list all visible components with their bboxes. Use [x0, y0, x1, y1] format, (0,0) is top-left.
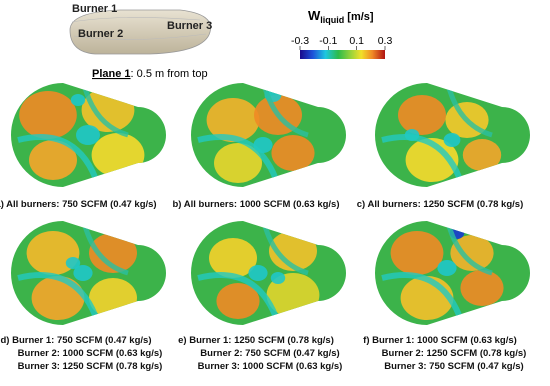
panel: d) Burner 1: 750 SCFM (0.47 kg/s) Burner … — [1, 221, 166, 372]
contour-blob — [214, 143, 262, 183]
panel-caption: Burner 2: 750 SCFM (0.47 kg/s) — [200, 348, 339, 359]
contour-blob — [462, 139, 502, 171]
panels: a) All burners: 750 SCFM (0.47 kg/s) b) A… — [0, 83, 530, 372]
colorbar-subscript: liquid — [320, 15, 344, 25]
contour-field — [17, 221, 137, 324]
colorbar-title: Wliquid [m/s] — [308, 8, 374, 25]
panel: c) All burners: 1250 SCFM (0.78 kg/s) — [357, 83, 530, 210]
panel: b) All burners: 1000 SCFM (0.63 kg/s) — [173, 83, 346, 210]
contour-ridge — [17, 134, 101, 186]
colorbar-tick-label: -0.1 — [319, 35, 337, 47]
contour-field — [381, 221, 504, 324]
plane-label: Plane 1: 0.5 m from top — [92, 68, 208, 80]
panel-caption: Burner 2: 1000 SCFM (0.63 kg/s) — [18, 348, 163, 359]
colorbar-tick-label: 0.1 — [349, 35, 364, 47]
panel-caption: c) All burners: 1250 SCFM (0.78 kg/s) — [357, 199, 523, 210]
panel: e) Burner 1: 1250 SCFM (0.78 kg/s) Burner… — [178, 221, 346, 372]
contour-blob — [271, 135, 315, 171]
colorbar-tick-label: -0.3 — [291, 35, 309, 47]
tank-line — [73, 33, 207, 40]
panel-caption: e) Burner 1: 1250 SCFM (0.78 kg/s) — [178, 335, 334, 346]
panel-caption: d) Burner 1: 750 SCFM (0.47 kg/s) — [1, 335, 152, 346]
panel: f) Burner 1: 1000 SCFM (0.63 kg/s) Burner… — [363, 221, 530, 372]
contour-blob — [460, 270, 504, 306]
contour-blob — [398, 95, 446, 135]
contour-ridge — [381, 134, 465, 186]
contour-blob — [70, 94, 86, 106]
contour-ridge — [197, 272, 281, 324]
panel-caption: Burner 3: 1250 SCFM (0.78 kg/s) — [18, 361, 163, 372]
contour-blob — [248, 265, 268, 281]
plane-name: Plane 1 — [92, 68, 131, 80]
contour-blob — [443, 133, 461, 147]
contour-blob — [89, 233, 137, 273]
contour-blob — [270, 272, 286, 284]
contour-field — [197, 83, 315, 186]
contour-field — [381, 83, 502, 186]
tank-line — [71, 17, 201, 23]
contour-blob — [450, 235, 494, 271]
contour-blob — [76, 125, 100, 145]
contour-blob — [65, 257, 81, 269]
contour-blob — [405, 138, 459, 182]
contour-blob — [216, 283, 260, 319]
contour-blob — [437, 260, 457, 276]
contour-blob — [91, 133, 145, 177]
colorbar-tick-label: 0.3 — [378, 35, 393, 47]
contour-blob — [73, 265, 93, 281]
contour-ridge — [197, 134, 281, 186]
panel-caption: Burner 2: 1250 SCFM (0.78 kg/s) — [382, 348, 527, 359]
burner-label: Burner 3 — [167, 20, 212, 32]
contour-blob — [31, 276, 85, 320]
panel-caption: f) Burner 1: 1000 SCFM (0.63 kg/s) — [363, 335, 517, 346]
contour-blob — [206, 98, 260, 142]
burner-label: Burner 2 — [78, 28, 123, 40]
tank-shape — [69, 9, 212, 55]
colorbar-gradient — [300, 50, 385, 59]
contour-blob — [29, 140, 77, 180]
panel-caption: a) All burners: 750 SCFM (0.47 kg/s) — [0, 199, 157, 210]
panel-caption: Burner 3: 1000 SCFM (0.63 kg/s) — [198, 361, 343, 372]
colorbar-symbol: W — [308, 8, 321, 23]
contour-blob — [390, 231, 444, 275]
contour-ridge — [17, 272, 101, 324]
contour-ridge — [381, 272, 465, 324]
panel-caption: Burner 3: 750 SCFM (0.47 kg/s) — [384, 361, 523, 372]
contour-blob — [269, 231, 317, 271]
plane-description: : 0.5 m from top — [131, 68, 208, 80]
panel-caption: b) All burners: 1000 SCFM (0.63 kg/s) — [173, 199, 340, 210]
panel: a) All burners: 750 SCFM (0.47 kg/s) — [0, 83, 166, 210]
colorbar-unit: [m/s] — [347, 11, 374, 23]
contour-blob — [209, 238, 257, 278]
colorbar: Wliquid [m/s] -0.3 -0.1 0.1 0.3 — [291, 8, 392, 59]
contour-blob — [19, 91, 77, 139]
burner-inset: Burner 1 Burner 2 Burner 3 — [69, 3, 212, 55]
burner-label: Burner 1 — [72, 3, 117, 15]
